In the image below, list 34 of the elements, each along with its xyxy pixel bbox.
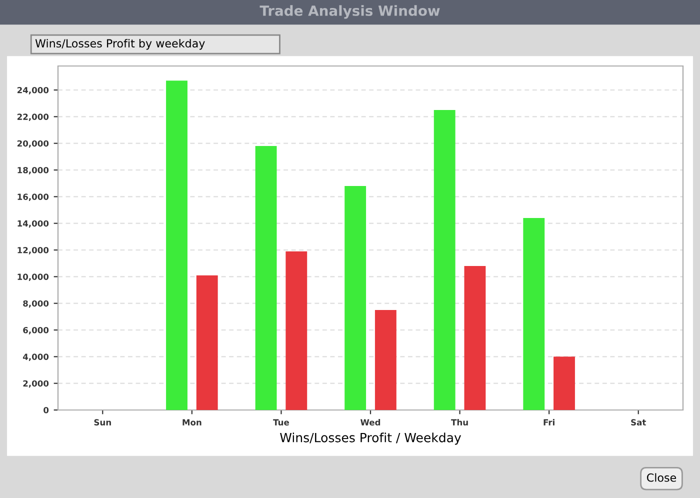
y-tick-label: 4,000: [22, 354, 49, 362]
y-tick-label: 8,000: [23, 300, 49, 308]
y-tick-label: 16,000: [18, 194, 49, 202]
bar: [196, 275, 218, 410]
x-tick-label: Wed: [360, 419, 380, 426]
y-tick-label: 12,000: [18, 246, 49, 254]
y-tick-label: 6,000: [23, 326, 49, 334]
y-tick-label: 18,000: [18, 166, 49, 174]
x-axis-title: Wins/Losses Profit / Weekday: [280, 432, 462, 445]
bar: [255, 146, 277, 410]
chart-title: Trade Analysis Window: [260, 5, 440, 19]
y-tick-label: 0: [44, 406, 49, 414]
x-tick-label: Mon: [182, 419, 202, 426]
bar: [344, 186, 366, 410]
bar: [434, 110, 456, 410]
x-tick-label: Fri: [544, 419, 554, 426]
bar: [286, 251, 308, 410]
y-tick-label: 10,000: [18, 274, 49, 282]
x-tick-label: Tue: [273, 419, 289, 426]
y-tick-label: 2,000: [23, 380, 49, 388]
y-tick-label: 20,000: [17, 140, 49, 148]
y-tick-label: 22,000: [17, 114, 49, 122]
bar: [523, 218, 545, 410]
y-tick-label: 14,000: [18, 220, 49, 228]
chart-subtitle: Wins/Losses Profit by weekday: [35, 38, 205, 50]
x-tick-label: Sat: [631, 419, 646, 426]
bar: [464, 266, 486, 410]
text: Close: [646, 473, 676, 482]
x-tick-label: Thu: [451, 419, 468, 426]
bar: [166, 80, 188, 410]
bar: [374, 310, 396, 410]
y-tick-label: 24,000: [17, 86, 49, 94]
bar: [554, 356, 575, 410]
x-tick-label: Sun: [94, 419, 111, 426]
